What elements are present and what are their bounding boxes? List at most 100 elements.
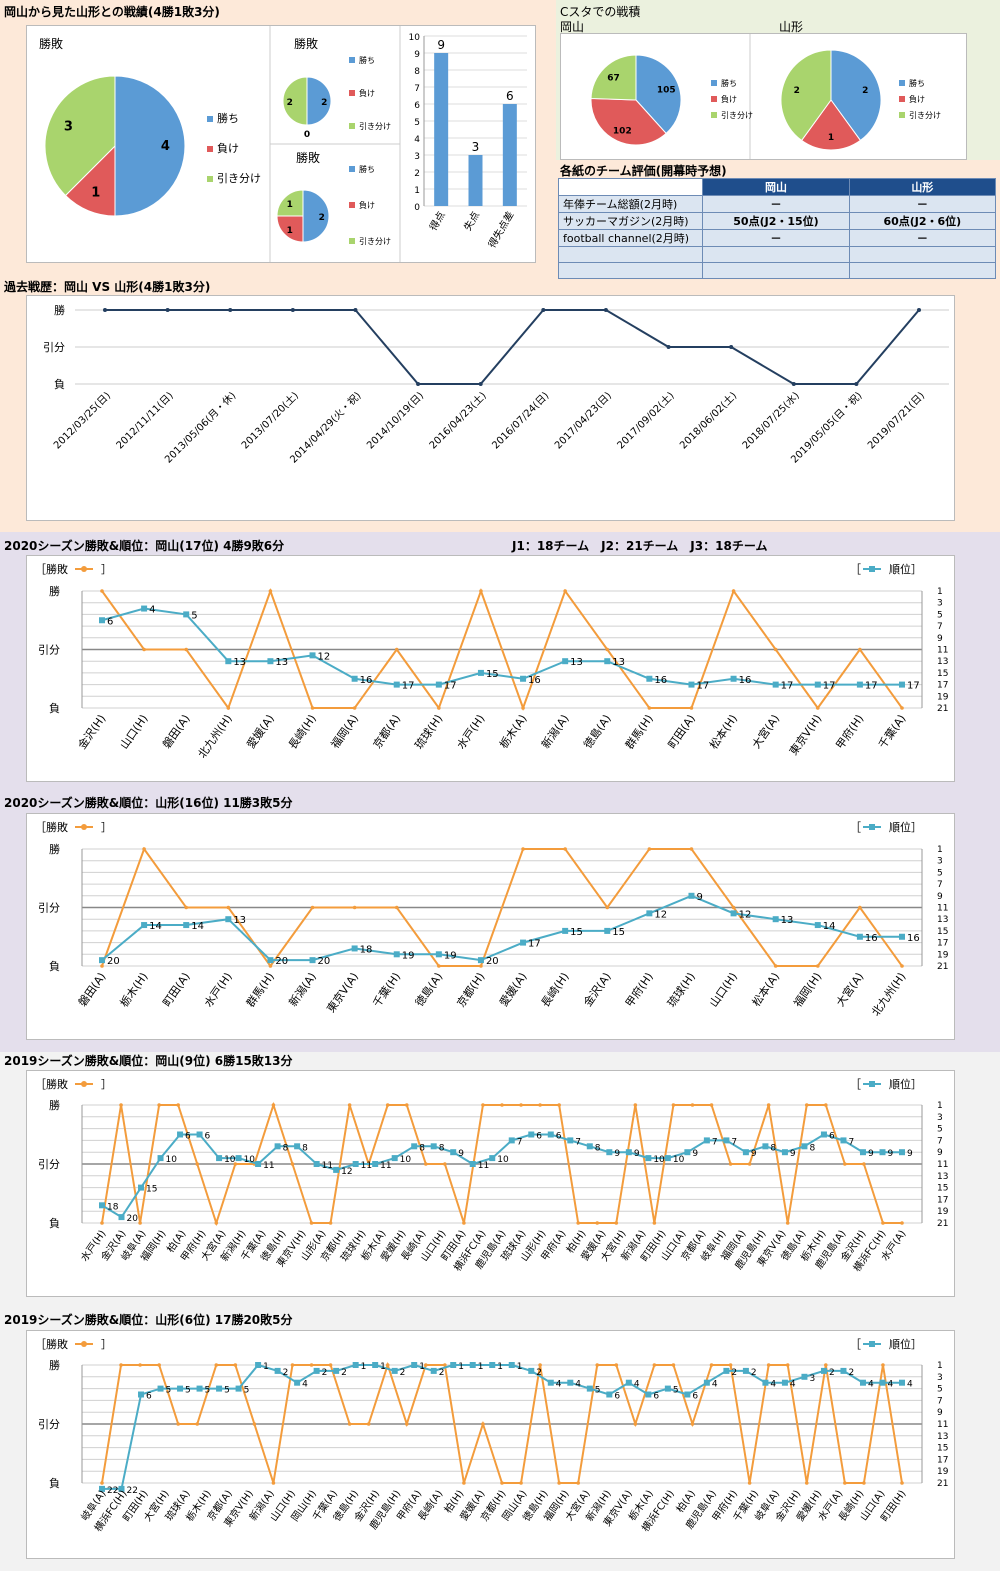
legend-swatch-勝ち [711, 80, 717, 86]
rank-tick-label: 13 [937, 657, 948, 667]
legend-label: 引き分け [217, 171, 261, 185]
x-tick-label: 福岡(H) [790, 970, 824, 1010]
result-point [671, 1103, 676, 1107]
result-point [309, 1221, 314, 1225]
result-point [563, 847, 567, 851]
rank-point [411, 1143, 418, 1150]
cstadium-panel: 105 102 67 勝ち 負け 引き分け 2 1 2 勝ち 負け 引き分け [560, 33, 967, 160]
rank-point [225, 658, 232, 665]
legend-bracket: ］ [101, 563, 112, 576]
rank-data-label: 1 [380, 1362, 386, 1372]
rating-row-label: 年俸チーム総額(2月時) [557, 195, 704, 213]
rank-point [879, 1379, 886, 1386]
rank-tick-label: 9 [937, 1148, 943, 1158]
pie-data-label: 2 [862, 86, 868, 96]
rank-point [225, 916, 232, 923]
rank-data-label: 10 [497, 1155, 509, 1165]
rank-point [99, 1485, 105, 1492]
rank-line [101, 607, 902, 686]
result-point [900, 1221, 904, 1225]
rank-point [274, 1367, 281, 1374]
legend-swatch-勝ち [207, 116, 213, 122]
pie-data-label: 0 [304, 130, 310, 140]
rank-point [859, 1149, 866, 1156]
y-tick-label: 引分 [38, 1417, 60, 1431]
legend-swatch-引き分け [349, 238, 355, 244]
rank-data-label: 5 [244, 1386, 250, 1396]
rank-point [351, 675, 358, 682]
result-point [804, 1481, 809, 1485]
rating-row-blank [557, 262, 997, 279]
rank-data-label: 20 [127, 1214, 139, 1224]
rating-yamagata-value: 60点(J2・6位) [848, 212, 997, 230]
result-point [519, 1481, 523, 1485]
legend-swatch-負け [711, 96, 717, 102]
x-tick-label: 2017/09/02(土) [614, 389, 677, 452]
rank-point [274, 1143, 281, 1150]
rank-point [646, 910, 653, 917]
result-point [881, 1363, 885, 1367]
legend-label: 負け [721, 94, 737, 104]
result-point [385, 1103, 390, 1107]
result-point [214, 1221, 219, 1225]
rank-data-label: 10 [673, 1155, 685, 1165]
rank-point [99, 1202, 105, 1209]
rank-data-label: 22 [107, 1486, 118, 1496]
legend-swatch-引き分け [711, 112, 717, 118]
pie-slice-引き分け [780, 49, 832, 142]
x-tick-label: 栃木(H) [117, 970, 151, 1010]
rank-point [606, 1391, 613, 1398]
record-charts: 413勝ち負け引き分け勝敗202勝ち負け引き分け勝敗211勝ち負け引き分け勝敗0… [39, 26, 527, 262]
result-point [728, 1363, 733, 1367]
result-point [900, 706, 904, 710]
rank-data-label: 15 [612, 927, 625, 938]
legend-rank-label: 順位］ [889, 1077, 922, 1091]
x-tick-label: 徳島(A) [580, 712, 613, 751]
legend-label: 負け [359, 88, 375, 98]
rank-data-label: 20 [486, 956, 499, 967]
rank-data-label: 17 [823, 681, 836, 692]
rating-corner [557, 178, 704, 196]
rank-data-label: 5 [595, 1386, 601, 1396]
rank-point [196, 1385, 203, 1392]
rank-point [814, 922, 821, 929]
rank-data-label: 10 [653, 1155, 665, 1165]
rank-point [430, 1143, 437, 1150]
rank-data-label: 17 [865, 681, 878, 692]
rank-tick-label: 17 [937, 681, 948, 691]
result-point [290, 1363, 295, 1367]
rank-data-label: 4 [634, 1380, 640, 1390]
rank-line [101, 894, 902, 962]
rank-point [196, 1131, 203, 1138]
result-point [290, 1162, 295, 1166]
legend-label: 引き分け [359, 122, 391, 131]
result-point [142, 847, 146, 851]
legend-rank-marker [869, 1341, 875, 1347]
rating-row: サッカーマガジン(2月時) 50点(J2・15位) 60点(J2・6位) [557, 212, 997, 230]
x-tick-label: 失点 [461, 209, 482, 233]
result-point [689, 706, 694, 710]
rank-point [730, 675, 737, 682]
rank-point [313, 1161, 320, 1167]
rank-data-label: 1 [478, 1362, 484, 1372]
rank-point [723, 1137, 730, 1144]
rank-point [138, 1391, 145, 1398]
result-point [328, 1363, 333, 1367]
x-tick-label: 山口(H) [118, 712, 151, 751]
legend-bracket: ［ [850, 563, 861, 576]
rank-data-label: 17 [696, 681, 709, 692]
rank-point [856, 681, 863, 688]
rank-data-label: 15 [570, 927, 583, 938]
rank-tick-label: 21 [937, 1479, 948, 1489]
pie-data-label: 102 [613, 126, 632, 136]
result-point [605, 647, 610, 652]
rank-point [216, 1385, 223, 1392]
rating-table: 岡山 山形 年俸チーム総額(2月時) － － サッカーマガジン(2月時) 50点… [557, 178, 997, 279]
result-point [728, 1162, 733, 1166]
bar-失点 [468, 155, 483, 206]
pie-data-label: 1 [91, 186, 100, 201]
rank-tick-label: 11 [937, 1420, 948, 1430]
rank-point [118, 1214, 125, 1221]
rank-point [899, 681, 905, 688]
legend-rank-marker [869, 1081, 875, 1087]
